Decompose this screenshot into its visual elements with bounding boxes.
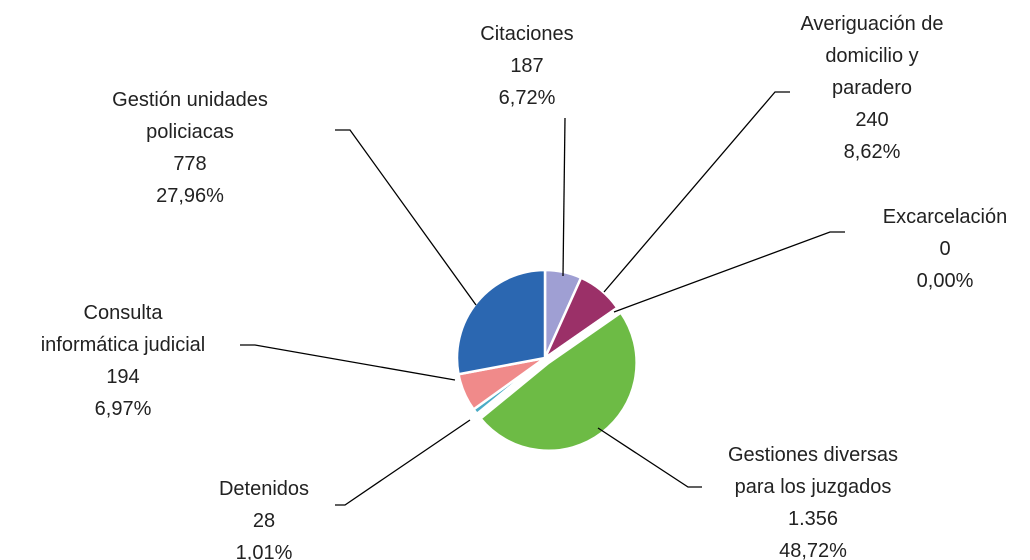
value-label: 28 (252, 510, 276, 532)
percent-label: 6,97% (94, 398, 152, 420)
category-label: Detenidos (218, 478, 310, 500)
percent-label: 27,96% (156, 185, 224, 207)
slice-label: Consulta informática judicial 194 6,97% (0, 297, 273, 425)
percent-label: 48,72% (779, 540, 847, 560)
category-label: Citaciones (480, 23, 574, 45)
percent-label: 0,00% (916, 270, 974, 292)
slice-label: Gestiones diversas para los juzgados 1.35… (663, 439, 963, 560)
leader-line (597, 427, 702, 488)
slice-label: Averiguación de domicilio y paradero 240 8… (722, 8, 1022, 168)
percent-label: 1,01% (235, 542, 293, 560)
category-label: Consulta informática judicial (40, 302, 206, 356)
percent-label: 6,72% (498, 87, 556, 109)
pie-slice (544, 306, 619, 360)
leader-line (335, 419, 471, 506)
slice-label: Gestión unidades policiacas 778 27,96% (40, 84, 340, 212)
value-label: 194 (106, 366, 140, 388)
category-label: Gestión unidades policiacas (112, 89, 268, 143)
category-label: Excarcelación (882, 206, 1008, 228)
slice-label: Excarcelación 0 0,00% (795, 201, 1030, 297)
leader-line (335, 129, 477, 306)
value-label: 0 (939, 238, 951, 260)
leader-line (613, 231, 845, 313)
percent-label: 8,62% (843, 141, 901, 163)
pie-slice (455, 268, 547, 376)
value-label: 1.356 (787, 508, 839, 530)
pie-slice (478, 310, 638, 453)
value-label: 187 (510, 55, 544, 77)
value-label: 778 (173, 153, 207, 175)
category-label: Averiguación de domicilio y paradero (800, 13, 944, 99)
category-label: Gestiones diversas para los juzgados (727, 444, 899, 498)
leader-line (240, 344, 456, 381)
slice-label: Citaciones 187 6,72% (377, 18, 677, 114)
leader-line (603, 91, 790, 293)
value-label: 240 (855, 109, 889, 131)
slice-label: Detenidos 28 1,01% (114, 473, 414, 560)
leader-line (562, 117, 566, 277)
